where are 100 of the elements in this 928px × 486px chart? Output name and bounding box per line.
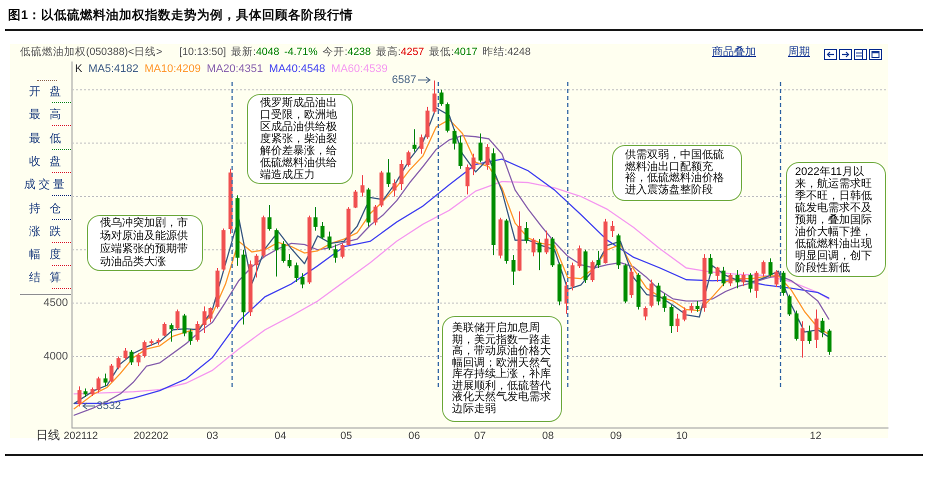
text: 最低 xyxy=(29,132,70,146)
text: 幅度 xyxy=(29,248,70,262)
candlestick xyxy=(380,170,384,208)
candlestick xyxy=(570,262,574,291)
candlestick xyxy=(176,309,180,330)
candlestick xyxy=(354,190,358,209)
candlestick xyxy=(458,135,462,170)
candlestick xyxy=(794,310,798,341)
candlestick xyxy=(478,132,482,163)
text: 昨结:4248 xyxy=(482,46,531,58)
candlestick xyxy=(294,262,298,282)
candlestick xyxy=(222,228,226,272)
candlestick xyxy=(578,245,582,268)
candlestick xyxy=(262,215,266,258)
candlestick xyxy=(736,270,740,289)
candlestick xyxy=(788,294,792,316)
text: 最高:4257 xyxy=(376,46,424,58)
x-tick-label: 03 xyxy=(206,430,218,442)
candlestick xyxy=(604,218,608,264)
candlestick xyxy=(340,242,344,259)
candlestick xyxy=(242,249,246,325)
candlestick xyxy=(406,150,410,168)
candlestick xyxy=(590,260,594,282)
candlestick xyxy=(136,352,140,367)
x-tick-label: 04 xyxy=(274,430,286,442)
candlestick xyxy=(656,282,660,306)
candlestick xyxy=(624,263,628,304)
candlestick xyxy=(820,318,824,338)
candlestick xyxy=(762,260,766,277)
candlestick xyxy=(682,306,686,322)
candlestick xyxy=(188,328,192,346)
text: 结算 xyxy=(29,271,70,286)
callout-box: 俄罗斯成品油出口受限，欧洲地区成品油供给极度紧张，柴油裂解价差暴涨，给低硫燃料油供给端造成压力 xyxy=(247,94,353,184)
callout-box: 俄乌冲突加剧，市场对原油及能源供应端紧张的预期带动油品类大涨 xyxy=(87,215,203,271)
annotation: 美联储开启加息周期，美元指数一路走高，带动原油价格大幅回调；欧洲天然气库存持续上涨，补库进展顺利，低硫替代液化天然气发电需求边际走弱 xyxy=(452,322,552,415)
text: MA5:4182 xyxy=(88,63,138,76)
chart-subtitle: 低硫燃油加权(050388)<日线> xyxy=(20,46,162,59)
candlestick xyxy=(504,218,508,264)
x-tick-label: 08 xyxy=(542,430,554,442)
callout-box: 美联储开启加息周期，美元指数一路走高，带动原油价格大幅回调；欧洲天然气库存持续上涨，补库进展顺利，低硫替代液化天然气发电需求边际走弱 xyxy=(442,316,562,422)
candlestick xyxy=(334,244,338,264)
candlestick xyxy=(170,322,174,342)
candlestick xyxy=(708,254,712,276)
x-tick-label: 07 xyxy=(474,430,486,442)
candlestick xyxy=(532,238,536,257)
candlestick xyxy=(366,187,370,227)
annotation: 6587 xyxy=(392,74,416,87)
candlestick xyxy=(512,254,516,286)
candlestick xyxy=(768,258,772,277)
annotation: 3532 xyxy=(96,400,122,413)
candlestick xyxy=(636,272,640,310)
candlestick xyxy=(426,106,430,140)
text: 周期 xyxy=(788,46,810,59)
candlestick xyxy=(616,233,620,270)
candlestick xyxy=(814,309,818,348)
y-tick-label: 4000 xyxy=(44,350,68,363)
candlestick xyxy=(412,128,416,152)
candlestick xyxy=(630,267,634,298)
candlestick xyxy=(440,89,444,106)
candlestick xyxy=(248,260,252,316)
x-tick-label: 05 xyxy=(340,430,352,442)
candlestick xyxy=(808,325,812,344)
candlestick xyxy=(314,206,318,232)
candlestick xyxy=(216,267,220,309)
candlestick xyxy=(800,320,804,358)
callout-box: 供需双弱，中国低硫燃料油出口配额充裕，低硫燃料油价格进入震荡盘整阶段 xyxy=(612,145,742,201)
text: [10:13:50] xyxy=(179,46,226,58)
candlestick xyxy=(156,338,160,346)
candlestick xyxy=(288,254,292,268)
x-tick-label: 10 xyxy=(676,430,688,442)
y-tick-label: 4500 xyxy=(44,297,68,310)
x-tick-label: 06 xyxy=(408,430,420,442)
candlestick xyxy=(472,153,476,176)
text: 收盘 xyxy=(29,154,70,169)
candlestick xyxy=(78,386,82,407)
candlestick xyxy=(268,204,272,232)
candlestick xyxy=(142,340,146,358)
candlestick xyxy=(84,388,88,398)
candlestick xyxy=(524,222,528,244)
candlestick xyxy=(196,320,200,342)
candlestick xyxy=(466,164,470,195)
candlestick xyxy=(110,363,114,383)
candlestick xyxy=(236,194,240,266)
candlestick xyxy=(676,313,680,332)
text: 涨跌 xyxy=(29,224,70,239)
annotation: 俄罗斯成品油出口受限，欧洲地区成品油供给极度紧张，柴油裂解价差暴涨，给低硫燃料油供给端造成压力 xyxy=(260,97,338,181)
x-tick-label: 09 xyxy=(610,430,622,442)
candlestick xyxy=(782,270,786,296)
candlestick xyxy=(662,293,666,312)
candlestick xyxy=(328,231,332,250)
text: 商品叠加 xyxy=(712,46,756,59)
x-axis-title: 日线 xyxy=(36,428,60,442)
candlestick xyxy=(116,356,120,370)
candlestick xyxy=(202,306,206,334)
candlestick xyxy=(702,254,706,312)
candlestick xyxy=(774,270,778,288)
candlestick xyxy=(274,228,278,277)
candlestick xyxy=(518,210,522,272)
candlestick xyxy=(544,230,548,255)
text: MA10:4209 xyxy=(144,63,201,76)
